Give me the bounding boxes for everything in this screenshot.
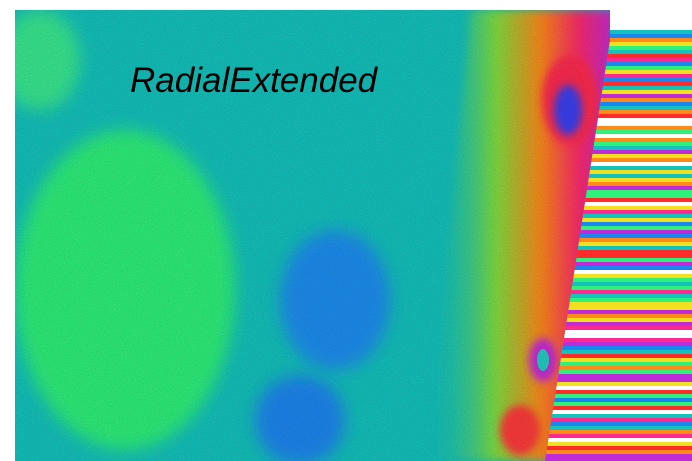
stripe xyxy=(540,386,692,390)
stripe xyxy=(540,426,692,430)
stripe xyxy=(540,442,692,446)
stripe xyxy=(540,414,692,418)
stripe xyxy=(540,390,692,394)
render-view: RadialExtended xyxy=(0,0,692,461)
stripe xyxy=(540,350,692,354)
stripe xyxy=(540,346,692,350)
stripe xyxy=(540,362,692,366)
stripe xyxy=(540,438,692,442)
stripe xyxy=(540,450,692,454)
stripe xyxy=(540,382,692,386)
caption: RadialExtended xyxy=(130,61,379,100)
stripe xyxy=(540,358,692,362)
stripe xyxy=(540,418,692,422)
stripe xyxy=(540,434,692,438)
stripe xyxy=(540,394,692,398)
stripe xyxy=(540,354,692,358)
stripe xyxy=(540,454,692,458)
stripe xyxy=(540,406,692,410)
stripe xyxy=(540,422,692,426)
stripe xyxy=(540,370,692,374)
stripe xyxy=(540,410,692,414)
stripe xyxy=(540,366,692,370)
stripe xyxy=(540,374,692,378)
stripe xyxy=(540,378,692,382)
stripe xyxy=(540,398,692,402)
stripe xyxy=(540,446,692,450)
page: RadialExtended (() => { const data = JSO… xyxy=(0,0,692,461)
stripe xyxy=(540,430,692,434)
stripe xyxy=(540,402,692,406)
